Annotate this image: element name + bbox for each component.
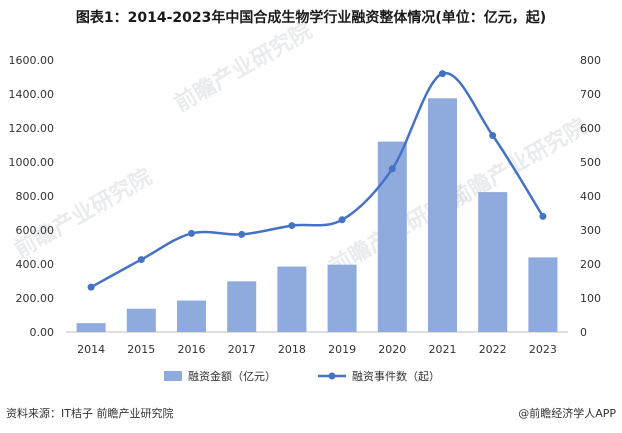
right-axis: 0 100 200 300 400 500 600 700 800: [580, 54, 601, 339]
x-axis-tick-label: 2023: [529, 343, 557, 356]
x-axis-tick-label: 2019: [328, 343, 356, 356]
right-axis-tick-label: 300: [580, 224, 601, 237]
left-axis-tick-label: 0.00: [30, 326, 55, 339]
x-axis-tick-label: 2022: [479, 343, 507, 356]
left-axis-tick-label: 600.00: [16, 224, 55, 237]
right-axis-tick-label: 200: [580, 258, 601, 271]
x-axis: 2014 2015 2016 2017 2018 2019 2020 2021 2022 2023: [77, 343, 557, 356]
line-point: [87, 283, 95, 291]
left-axis-tick-label: 1400.00: [9, 88, 55, 101]
left-axis-tick-label: 1600.00: [9, 54, 55, 67]
line-point: [338, 216, 346, 224]
line-point: [539, 212, 547, 220]
line-point: [137, 256, 145, 264]
right-axis-tick-label: 0: [580, 326, 587, 339]
legend: 融资金额（亿元） 融资事件数（起）: [164, 369, 440, 383]
line-point: [489, 131, 497, 139]
line-point: [439, 70, 446, 78]
line-point: [388, 165, 396, 173]
watermark-text-2: 前瞻产业研究院: [10, 164, 156, 264]
bar: [528, 257, 558, 332]
left-axis-tick-label: 800.00: [16, 190, 55, 203]
source-note: 资料来源：IT桔子 前瞻产业研究院: [6, 406, 173, 420]
bar: [478, 192, 508, 332]
bar: [377, 141, 407, 332]
line-point: [238, 230, 246, 238]
chart-title: 图表1：2014-2023年中国合成生物学行业融资整体情况(单位：亿元，起): [76, 9, 546, 26]
bar: [327, 264, 357, 332]
left-axis: 0.00 200.00 400.00 600.00 800.00 1000.00 1200.…: [9, 54, 55, 339]
right-axis-tick-label: 600: [580, 122, 601, 135]
watermark-text-1: 前瞻产业研究院: [170, 18, 316, 118]
right-axis-tick-label: 400: [580, 190, 601, 203]
x-axis-tick-label: 2017: [228, 343, 256, 356]
legend-line-marker: [328, 372, 336, 380]
x-axis-tick-label: 2016: [178, 343, 206, 356]
right-axis-tick-label: 500: [580, 156, 601, 169]
brand-label: @前瞻经济学人APP: [518, 406, 616, 420]
bar: [76, 323, 106, 332]
plot-area: [66, 70, 568, 333]
legend-bar-label: 融资金额（亿元）: [188, 369, 276, 383]
x-axis-tick-label: 2014: [77, 343, 105, 356]
line-point: [188, 229, 195, 237]
left-axis-tick-label: 1200.00: [9, 122, 55, 135]
right-axis-tick-label: 700: [580, 88, 601, 101]
x-axis-tick-label: 2018: [278, 343, 306, 356]
right-axis-tick-label: 800: [580, 54, 601, 67]
left-axis-tick-label: 1000.00: [9, 156, 55, 169]
x-axis-tick-label: 2021: [429, 343, 457, 356]
x-axis-tick-label: 2020: [378, 343, 406, 356]
legend-line-label: 融资事件数（起）: [352, 370, 440, 383]
right-axis-tick-label: 100: [580, 292, 601, 305]
bar: [277, 266, 307, 332]
left-axis-tick-label: 400.00: [16, 258, 55, 271]
bar: [126, 308, 156, 332]
bar: [177, 300, 206, 332]
left-axis-tick-label: 200.00: [16, 292, 55, 305]
bar: [428, 98, 457, 332]
line-point: [288, 222, 296, 230]
bar: [227, 281, 257, 332]
x-axis-tick-label: 2015: [127, 343, 155, 356]
legend-bar-swatch: [164, 371, 182, 381]
watermark-text-4: 前瞻产业研究院: [445, 114, 591, 214]
